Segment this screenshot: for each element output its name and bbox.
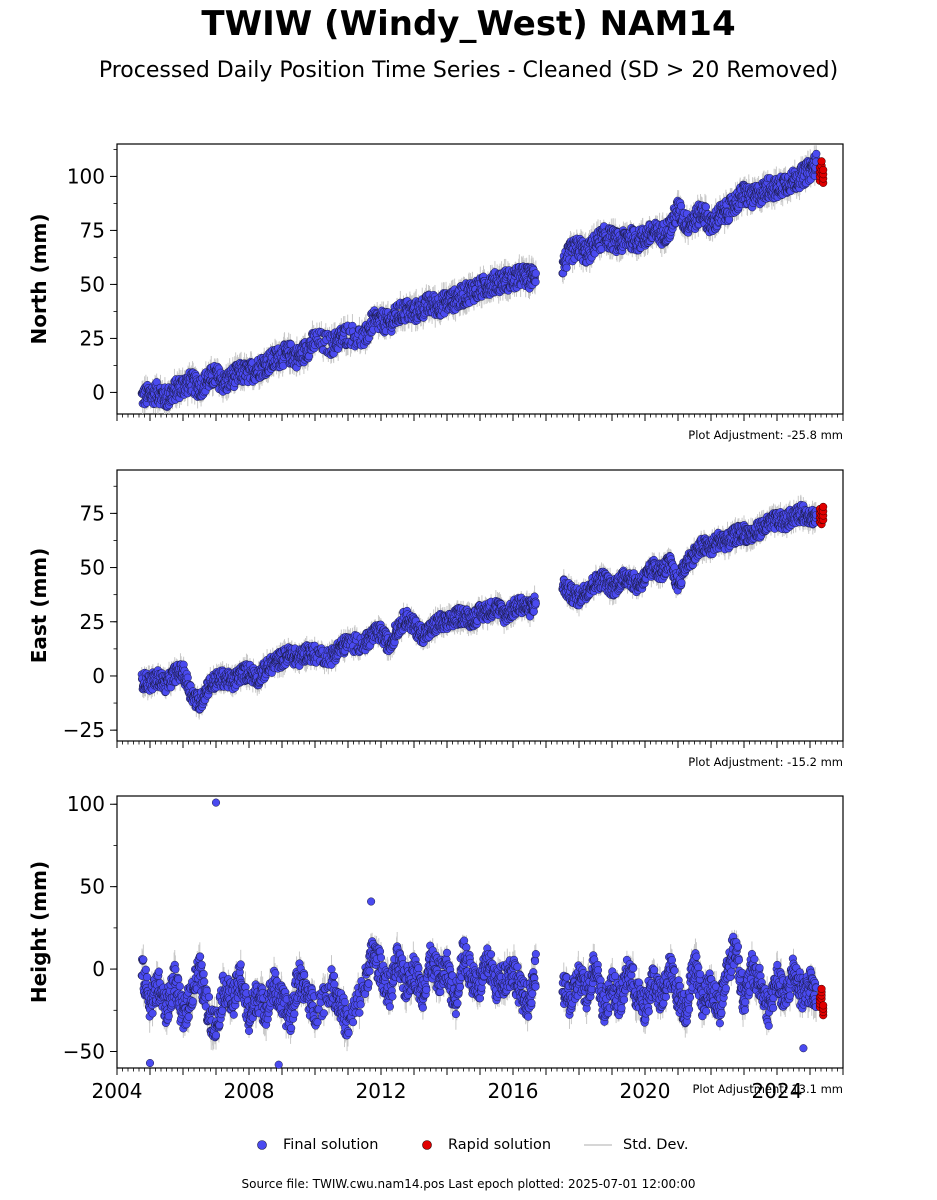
final-point bbox=[562, 263, 571, 272]
y-axis-label: North (mm) bbox=[27, 213, 51, 344]
rapid-point bbox=[817, 157, 826, 166]
y-tick-label: 75 bbox=[80, 218, 105, 242]
final-point bbox=[531, 269, 540, 278]
y-tick-label: 75 bbox=[80, 501, 105, 525]
final-point bbox=[701, 202, 710, 211]
final-solution-series bbox=[137, 149, 821, 411]
final-point bbox=[677, 202, 686, 211]
y-tick-label: 0 bbox=[92, 664, 105, 688]
final-point bbox=[812, 149, 821, 158]
y-tick-label: 25 bbox=[80, 326, 105, 350]
chart-subtitle: Processed Daily Position Time Series - C… bbox=[98, 58, 839, 83]
y-tick-label: 50 bbox=[80, 556, 105, 580]
rapid-point bbox=[819, 165, 828, 174]
y-axis-label: East (mm) bbox=[27, 548, 51, 664]
y-tick-label: 50 bbox=[80, 272, 105, 296]
rapid-solution-series bbox=[815, 157, 828, 187]
y-tick-label: −25 bbox=[63, 718, 105, 742]
plot-adjustment: Plot Adjustment: -15.2 mm bbox=[688, 755, 843, 769]
final-point bbox=[531, 277, 540, 286]
plot-adjustment: Plot Adjustment: -25.8 mm bbox=[688, 428, 843, 442]
chart-title: TWIW (Windy_West) NAM14 bbox=[201, 4, 736, 44]
y-tick-label: 25 bbox=[80, 610, 105, 634]
y-tick-label: 100 bbox=[67, 164, 105, 188]
y-tick-label: 0 bbox=[92, 380, 105, 404]
